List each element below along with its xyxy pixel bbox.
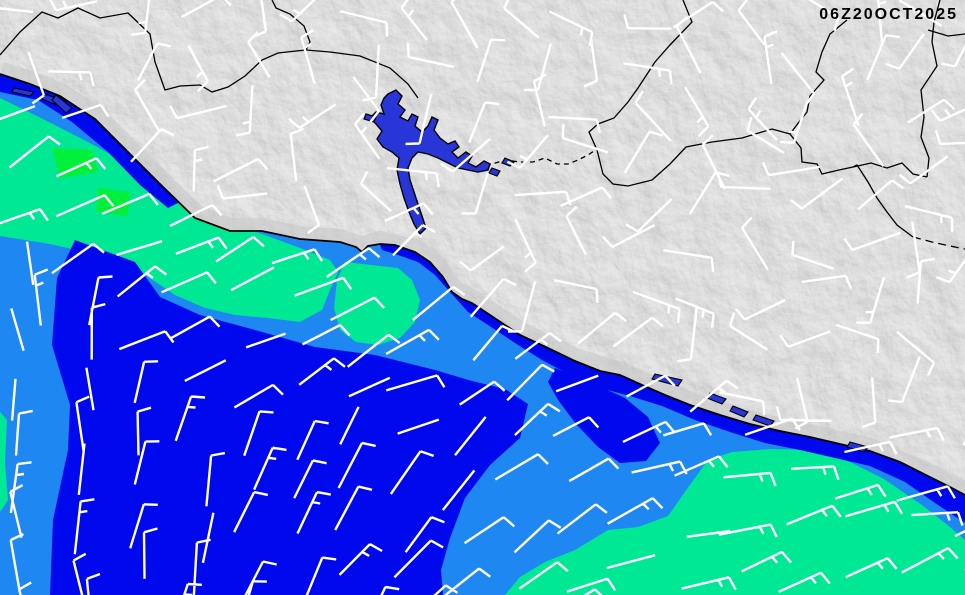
state-boundary-north-branch [305,49,419,99]
boundary-southeast-branch [852,164,914,238]
coastline [0,73,965,496]
boundary-southeast-dashed [912,236,965,250]
wind-zone-dark-strip-upper-left [0,74,178,208]
wind-zone-dark-central-mass [50,240,528,595]
wind-zone-green-blob-offshore [334,262,420,345]
reservoir-lake [369,89,491,236]
lagoon [11,87,36,97]
timestamp-label: 06Z20OCT2025 [819,6,958,23]
lagoon [729,405,749,418]
wind-zone-bright-green-patch-1 [52,148,98,178]
coastal-lagoons [11,87,869,453]
wind-zone-dark-lobe [548,368,660,463]
state-boundary-northwest [0,0,311,93]
lagoon [651,373,683,387]
state-boundary-central [588,0,791,187]
wind-zone-green-sliver-left [0,412,8,512]
admin-boundaries [0,0,965,250]
wind-zone-green-bottom-right [505,449,965,595]
lake-east-fragment-1 [488,167,501,177]
lagoon [51,94,73,114]
district-loop-left [789,19,928,178]
district-loop-right [920,0,941,178]
wind-zone-dark-coastal-band [380,245,965,523]
boundary-top-right-tick [927,29,965,37]
wind-zone-bright-green-patch-2 [96,188,130,216]
lagoon [846,441,869,453]
